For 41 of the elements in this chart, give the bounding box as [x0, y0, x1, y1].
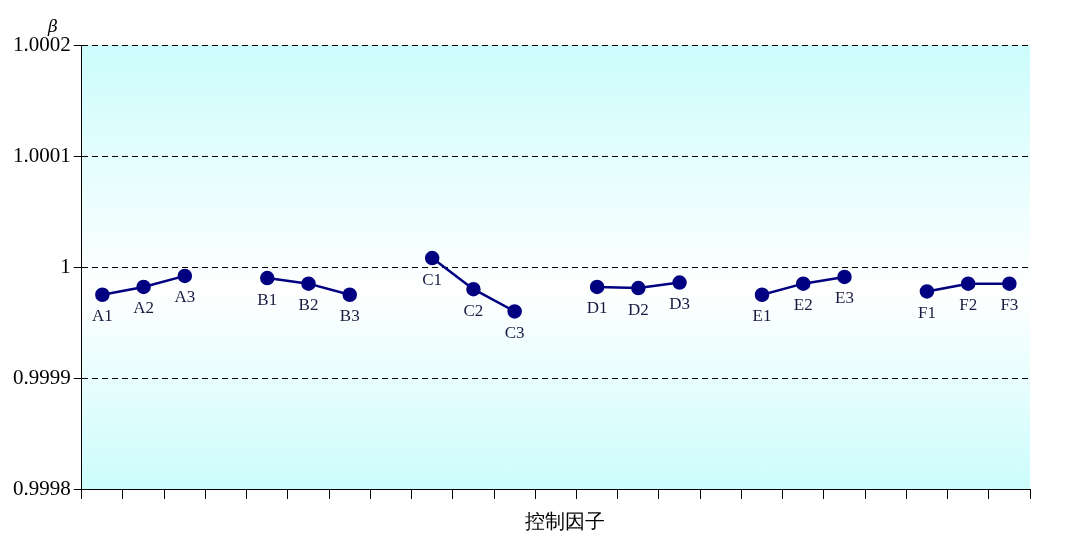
y-tick-label: 0.9998: [13, 475, 71, 500]
point: [424, 250, 440, 266]
point: [754, 287, 770, 302]
point: [1002, 276, 1017, 291]
point: [177, 268, 193, 284]
x-tick-label: E2: [793, 295, 813, 315]
x-tick-label: F3: [1000, 295, 1019, 315]
point: [919, 284, 935, 299]
x-tick-label: E3: [835, 288, 854, 308]
point: [342, 287, 357, 302]
x-tick-label: C2: [463, 300, 484, 320]
point: [260, 270, 275, 286]
point: [301, 276, 316, 291]
point: [796, 276, 811, 291]
x-tick-label: D1: [586, 298, 608, 318]
x-tick-label: F2: [959, 295, 978, 315]
x-axis-title: 控制因子: [524, 508, 606, 535]
y-tick-label: 0.9999: [13, 364, 71, 389]
point: [589, 279, 605, 295]
x-tick-label: C3: [504, 322, 525, 342]
point: [466, 281, 481, 297]
x-tick-label: A2: [133, 298, 154, 318]
y-tick-label: 1.0001: [13, 142, 71, 167]
point: [95, 287, 110, 302]
x-tick-label: A3: [174, 287, 196, 307]
point: [960, 276, 976, 291]
point: [507, 304, 522, 319]
y-tick-label: 1: [60, 253, 71, 278]
point: [672, 275, 687, 290]
x-tick-label: F1: [917, 302, 936, 322]
x-tick-label: D3: [669, 294, 690, 314]
x-tick-label: A1: [91, 306, 113, 326]
x-tick-label: C1: [422, 269, 443, 289]
point: [837, 269, 852, 285]
point: [136, 279, 151, 295]
x-tick-label: D2: [627, 299, 649, 319]
point: [631, 280, 646, 296]
x-tick-label: E1: [752, 306, 772, 326]
x-tick-label: B3: [339, 306, 360, 326]
x-tick-label: B2: [298, 295, 319, 315]
x-tick-label: B1: [257, 289, 278, 309]
